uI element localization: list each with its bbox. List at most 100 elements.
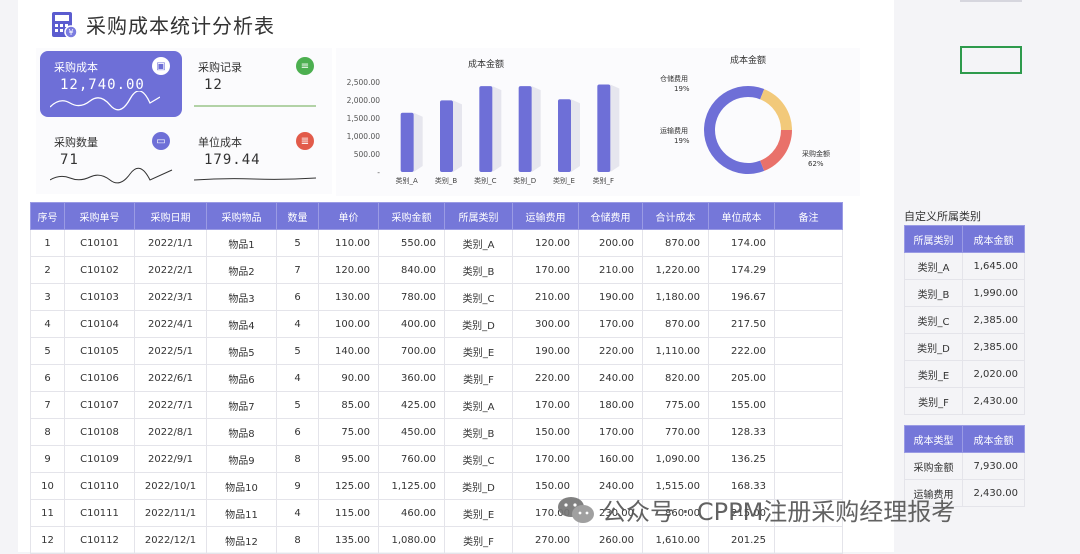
table-cell[interactable]: 201.25 bbox=[708, 526, 775, 554]
table-cell[interactable]: 6 bbox=[276, 418, 319, 446]
table-cell[interactable]: 4 bbox=[276, 364, 319, 392]
table-cell[interactable]: 1 bbox=[30, 229, 65, 257]
table-cell[interactable]: 物品2 bbox=[206, 256, 277, 284]
table-cell[interactable]: 760.00 bbox=[378, 445, 445, 473]
table-cell[interactable]: 210.00 bbox=[512, 283, 579, 311]
table-cell[interactable]: 类别_A bbox=[444, 229, 513, 257]
table-cell[interactable]: 类别_C bbox=[444, 283, 513, 311]
table-cell[interactable]: 7 bbox=[30, 391, 65, 419]
table-cell[interactable]: 2,385.00 bbox=[962, 333, 1025, 361]
table-cell[interactable]: 160.00 bbox=[578, 445, 643, 473]
table-cell[interactable]: C10112 bbox=[64, 526, 135, 554]
table-cell[interactable]: 150.00 bbox=[512, 418, 579, 446]
table-cell[interactable]: 85.00 bbox=[318, 391, 379, 419]
table-cell[interactable]: 9 bbox=[30, 445, 65, 473]
table-cell[interactable]: 170.00 bbox=[512, 256, 579, 284]
table-cell[interactable]: 128.33 bbox=[708, 418, 775, 446]
table-cell[interactable]: 物品7 bbox=[206, 391, 277, 419]
table-cell[interactable]: 5 bbox=[276, 229, 319, 257]
table-cell[interactable]: C10108 bbox=[64, 418, 135, 446]
table-cell[interactable]: 物品12 bbox=[206, 526, 277, 554]
table-cell[interactable] bbox=[774, 364, 843, 392]
table-cell[interactable]: 类别_F bbox=[904, 387, 963, 415]
table-cell[interactable]: 类别_F bbox=[444, 364, 513, 392]
table-cell[interactable]: 190.00 bbox=[578, 283, 643, 311]
table-cell[interactable]: 物品3 bbox=[206, 283, 277, 311]
table-cell[interactable]: 200.00 bbox=[578, 229, 643, 257]
table-cell[interactable]: 类别_A bbox=[904, 252, 963, 280]
table-cell[interactable]: 2022/11/1 bbox=[134, 499, 207, 527]
table-cell[interactable]: 174.29 bbox=[708, 256, 775, 284]
table-cell[interactable]: 155.00 bbox=[708, 391, 775, 419]
table-cell[interactable]: C10107 bbox=[64, 391, 135, 419]
table-cell[interactable]: 140.00 bbox=[318, 337, 379, 365]
table-cell[interactable]: 类别_E bbox=[444, 337, 513, 365]
table-cell[interactable]: C10105 bbox=[64, 337, 135, 365]
table-cell[interactable]: 2 bbox=[30, 256, 65, 284]
table-cell[interactable]: 775.00 bbox=[642, 391, 709, 419]
table-cell[interactable]: 6 bbox=[276, 283, 319, 311]
table-cell[interactable]: 300.00 bbox=[512, 310, 579, 338]
table-cell[interactable]: 2022/3/1 bbox=[134, 283, 207, 311]
table-cell[interactable]: 2,020.00 bbox=[962, 360, 1025, 388]
table-cell[interactable]: 120.00 bbox=[318, 256, 379, 284]
table-row[interactable]: 11 C10111 2022/11/1 物品11 4 115.00 460.00 类别_E 17… bbox=[30, 499, 843, 527]
table-row[interactable]: 1 C10101 2022/1/1 物品1 5 110.00 550.00 类别_A 120.0… bbox=[30, 229, 843, 257]
table-cell[interactable]: 类别_C bbox=[904, 306, 963, 334]
table-cell[interactable]: 4 bbox=[30, 310, 65, 338]
table-cell[interactable]: 1,180.00 bbox=[642, 283, 709, 311]
table-cell[interactable]: 210.00 bbox=[578, 256, 643, 284]
table-cell[interactable]: 8 bbox=[30, 418, 65, 446]
table-cell[interactable]: 550.00 bbox=[378, 229, 445, 257]
table-cell[interactable]: 205.00 bbox=[708, 364, 775, 392]
table-cell[interactable]: 700.00 bbox=[378, 337, 445, 365]
table-cell[interactable]: 类别_B bbox=[904, 279, 963, 307]
table-cell[interactable]: 类别_F bbox=[444, 526, 513, 554]
table-cell[interactable]: 260.00 bbox=[578, 526, 643, 554]
table-cell[interactable]: 770.00 bbox=[642, 418, 709, 446]
table-cell[interactable]: 类别_D bbox=[904, 333, 963, 361]
kpi-card-purchase-cost[interactable]: 采购成本 ▣ 12,740.00 bbox=[40, 51, 182, 117]
table-cell[interactable]: 860.00 bbox=[642, 499, 709, 527]
table-cell[interactable]: 870.00 bbox=[642, 229, 709, 257]
table-cell[interactable]: 类别_D bbox=[444, 472, 513, 500]
table-cell[interactable]: 95.00 bbox=[318, 445, 379, 473]
table-cell[interactable]: 2022/1/1 bbox=[134, 229, 207, 257]
table-cell[interactable]: C10109 bbox=[64, 445, 135, 473]
table-cell[interactable]: 8 bbox=[276, 526, 319, 554]
table-cell[interactable]: 运输费用 bbox=[904, 479, 963, 507]
table-cell[interactable]: 2022/12/1 bbox=[134, 526, 207, 554]
table-cell[interactable]: 物品5 bbox=[206, 337, 277, 365]
table-cell[interactable]: 2022/4/1 bbox=[134, 310, 207, 338]
table-cell[interactable]: C10110 bbox=[64, 472, 135, 500]
table-cell[interactable]: 10 bbox=[30, 472, 65, 500]
table-cell[interactable]: 170.00 bbox=[578, 310, 643, 338]
table-cell[interactable]: 450.00 bbox=[378, 418, 445, 446]
table-cell[interactable]: 5 bbox=[276, 391, 319, 419]
table-cell[interactable] bbox=[774, 418, 843, 446]
table-cell[interactable]: 8 bbox=[276, 445, 319, 473]
table-cell[interactable] bbox=[774, 526, 843, 554]
table-row[interactable]: 7 C10107 2022/7/1 物品7 5 85.00 425.00 类别_A 170.00… bbox=[30, 391, 843, 419]
table-cell[interactable]: 1,645.00 bbox=[962, 252, 1025, 280]
table-row[interactable]: 2 C10102 2022/2/1 物品2 7 120.00 840.00 类别_B 170.0… bbox=[30, 256, 843, 284]
table-cell[interactable]: 840.00 bbox=[378, 256, 445, 284]
table-cell[interactable] bbox=[774, 256, 843, 284]
table-row[interactable]: 8 C10108 2022/8/1 物品8 6 75.00 450.00 类别_B 150.00… bbox=[30, 418, 843, 446]
table-cell[interactable]: 240.00 bbox=[578, 364, 643, 392]
table-cell[interactable]: 5 bbox=[276, 337, 319, 365]
table-cell[interactable]: 400.00 bbox=[378, 310, 445, 338]
table-cell[interactable]: 物品9 bbox=[206, 445, 277, 473]
table-cell[interactable]: 1,125.00 bbox=[378, 472, 445, 500]
table-cell[interactable]: 类别_E bbox=[444, 499, 513, 527]
table-row[interactable]: 3 C10103 2022/3/1 物品3 6 130.00 780.00 类别_C 210.0… bbox=[30, 283, 843, 311]
table-cell[interactable]: 物品8 bbox=[206, 418, 277, 446]
table-cell[interactable]: 870.00 bbox=[642, 310, 709, 338]
table-cell[interactable]: 190.00 bbox=[512, 337, 579, 365]
table-row[interactable]: 6 C10106 2022/6/1 物品6 4 90.00 360.00 类别_F 220.00… bbox=[30, 364, 843, 392]
table-cell[interactable]: 2022/7/1 bbox=[134, 391, 207, 419]
table-cell[interactable]: 1,110.00 bbox=[642, 337, 709, 365]
table-cell[interactable]: C10111 bbox=[64, 499, 135, 527]
table-row[interactable]: 9 C10109 2022/9/1 物品9 8 95.00 760.00 类别_C 170.00… bbox=[30, 445, 843, 473]
table-cell[interactable]: 425.00 bbox=[378, 391, 445, 419]
